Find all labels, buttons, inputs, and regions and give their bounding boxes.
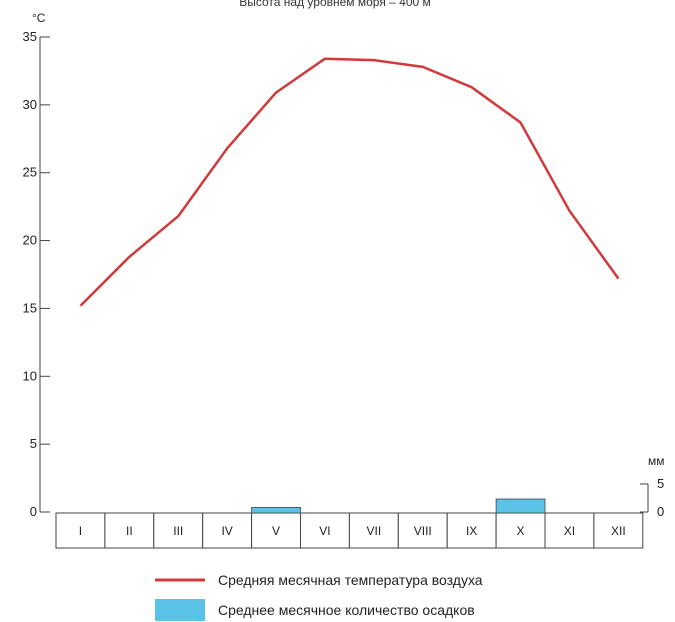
month-label: VIII <box>414 524 432 538</box>
month-box <box>446 512 497 549</box>
month-label: XI <box>564 524 575 538</box>
y-left-tick-label: 35 <box>23 29 37 44</box>
month-label: I <box>79 524 82 538</box>
precipitation-bar <box>251 506 301 514</box>
y-axis-left-ticks: 0 5 10 15 20 25 30 35 <box>23 29 50 519</box>
y-axis-right-ticks: 05 <box>640 476 664 519</box>
legend-precipitation-label: Среднее месячное количество осадков <box>218 602 475 618</box>
month-label: XII <box>611 524 626 538</box>
month-label: V <box>272 524 280 538</box>
legend-precipitation-swatch <box>155 599 205 621</box>
month-box <box>104 512 155 549</box>
y-right-tick-label: 0 <box>657 504 664 519</box>
y-left-tick-label: 15 <box>23 300 37 315</box>
month-box <box>544 512 595 549</box>
y-left-tick-label: 30 <box>23 97 37 112</box>
y-right-tick-label: 5 <box>657 476 664 491</box>
month-box <box>348 512 399 549</box>
y-left-tick-label: 20 <box>23 233 37 248</box>
month-box <box>251 512 302 549</box>
month-box <box>593 512 644 549</box>
month-box <box>495 512 546 549</box>
legend: Средняя месячная температура воздуха Сре… <box>155 572 483 621</box>
month-label: III <box>173 524 183 538</box>
month-label: IX <box>466 524 477 538</box>
month-axis: I II III IV V VI VII VIII IX X XI XII <box>55 512 644 549</box>
y-left-tick-label: 10 <box>23 368 37 383</box>
legend-temperature-label: Средняя месячная температура воздуха <box>218 572 483 588</box>
month-label: VII <box>367 524 382 538</box>
precipitation-bars <box>251 498 546 514</box>
month-label: X <box>517 524 525 538</box>
month-label: II <box>126 524 133 538</box>
precipitation-bar <box>495 498 546 514</box>
month-label: VI <box>319 524 330 538</box>
y-axis-left-unit: °C <box>32 11 46 25</box>
temperature-line <box>79 57 620 307</box>
chart-caption: Высота над уровнем моря – 400 м <box>239 0 431 9</box>
month-box <box>300 512 350 549</box>
y-left-tick-label: 5 <box>30 436 37 451</box>
y-left-tick-label: 0 <box>30 504 37 519</box>
month-box <box>153 512 204 549</box>
month-label: IV <box>221 524 232 538</box>
y-axis-right-unit: мм <box>648 454 665 468</box>
month-box <box>202 512 253 549</box>
y-left-tick-label: 25 <box>23 165 37 180</box>
